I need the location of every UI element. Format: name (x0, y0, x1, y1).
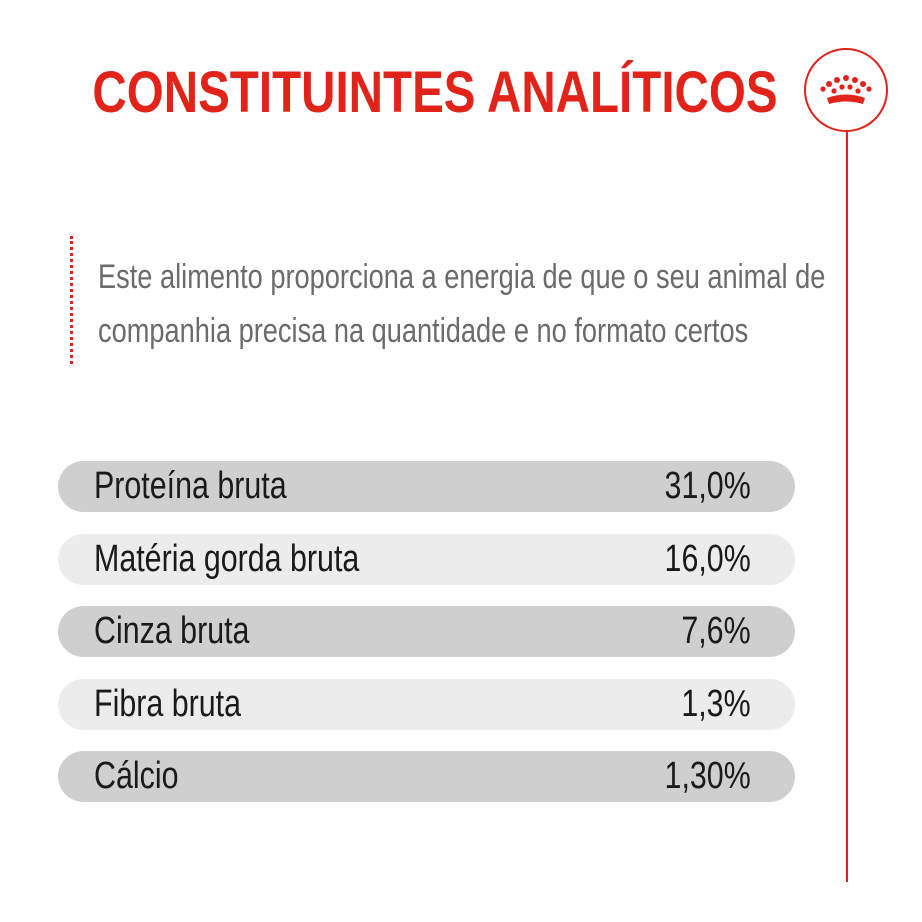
table-row: Cinza bruta 7,6% (58, 606, 795, 657)
constituent-label: Cálcio (94, 755, 179, 797)
constituent-value: 31,0% (664, 465, 751, 507)
table-row: Cálcio 1,30% (58, 751, 795, 802)
constituent-label: Fibra bruta (94, 682, 241, 725)
constituent-label: Cinza bruta (94, 610, 250, 652)
table-row: Matéria gorda bruta 16,0% (58, 533, 795, 585)
constituent-label: Proteína bruta (94, 465, 287, 507)
intro-text: Este alimento proporciona a energia de q… (98, 250, 826, 358)
intro-line-1: Este alimento proporciona a energia de q… (98, 258, 826, 296)
dotted-divider (70, 236, 73, 364)
intro-line-2: companhia precisa na quantidade e no for… (98, 312, 749, 350)
constituent-value: 16,0% (664, 537, 751, 580)
brand-vertical-line (846, 130, 848, 882)
constituent-label: Matéria gorda bruta (94, 537, 360, 580)
constituent-value: 7,6% (681, 610, 751, 652)
crown-icon (820, 75, 872, 104)
table-row: Proteína bruta 31,0% (58, 461, 795, 512)
brand-logo (804, 48, 888, 132)
constituent-value: 1,30% (664, 755, 751, 797)
constituent-value: 1,3% (681, 682, 751, 725)
page-title: CONSTITUINTES ANALÍTICOS (92, 60, 778, 125)
table-row: Fibra bruta 1,3% (58, 678, 795, 730)
constituents-table: Proteína bruta 31,0% Matéria gorda bruta… (58, 461, 795, 824)
